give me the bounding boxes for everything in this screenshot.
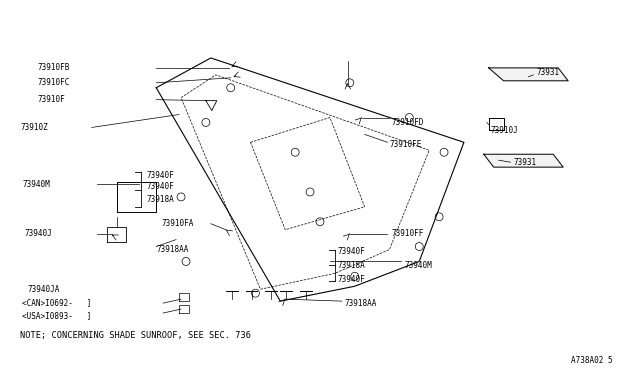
- Text: 73910FD: 73910FD: [392, 118, 424, 127]
- Text: 73910J: 73910J: [491, 126, 518, 135]
- Text: <USA>I0893-   ]: <USA>I0893- ]: [22, 311, 92, 321]
- Text: 73940F: 73940F: [338, 275, 365, 284]
- Text: 73910FE: 73910FE: [390, 140, 422, 149]
- Text: 73910Z: 73910Z: [20, 123, 48, 132]
- Text: 73940F: 73940F: [147, 171, 174, 180]
- Text: 73910F: 73910F: [37, 95, 65, 104]
- Text: <CAN>I0692-   ]: <CAN>I0692- ]: [22, 299, 92, 308]
- Text: 73910FA: 73910FA: [161, 219, 193, 228]
- Text: 73918A: 73918A: [338, 261, 365, 270]
- Text: 73940M: 73940M: [22, 180, 50, 189]
- Text: 73918AA: 73918AA: [156, 245, 189, 254]
- Text: A738A02 5: A738A02 5: [571, 356, 612, 365]
- Text: 73910FB: 73910FB: [37, 63, 70, 73]
- Text: 73940J: 73940J: [24, 229, 52, 238]
- Text: 73918AA: 73918AA: [345, 299, 377, 308]
- Text: 73918A: 73918A: [147, 195, 174, 204]
- Text: 73910FF: 73910FF: [392, 229, 424, 238]
- Text: NOTE; CONCERNING SHADE SUNROOF, SEE SEC. 736: NOTE; CONCERNING SHADE SUNROOF, SEE SEC.…: [20, 331, 252, 340]
- Text: 73940JA: 73940JA: [28, 285, 60, 294]
- Text: 73940F: 73940F: [338, 247, 365, 256]
- Text: 73910FC: 73910FC: [37, 78, 70, 87]
- Text: 73931: 73931: [513, 158, 537, 167]
- Text: 73940F: 73940F: [147, 183, 174, 192]
- Polygon shape: [484, 154, 563, 167]
- Polygon shape: [489, 68, 568, 81]
- Text: 73940M: 73940M: [404, 261, 432, 270]
- Text: 73931: 73931: [536, 68, 559, 77]
